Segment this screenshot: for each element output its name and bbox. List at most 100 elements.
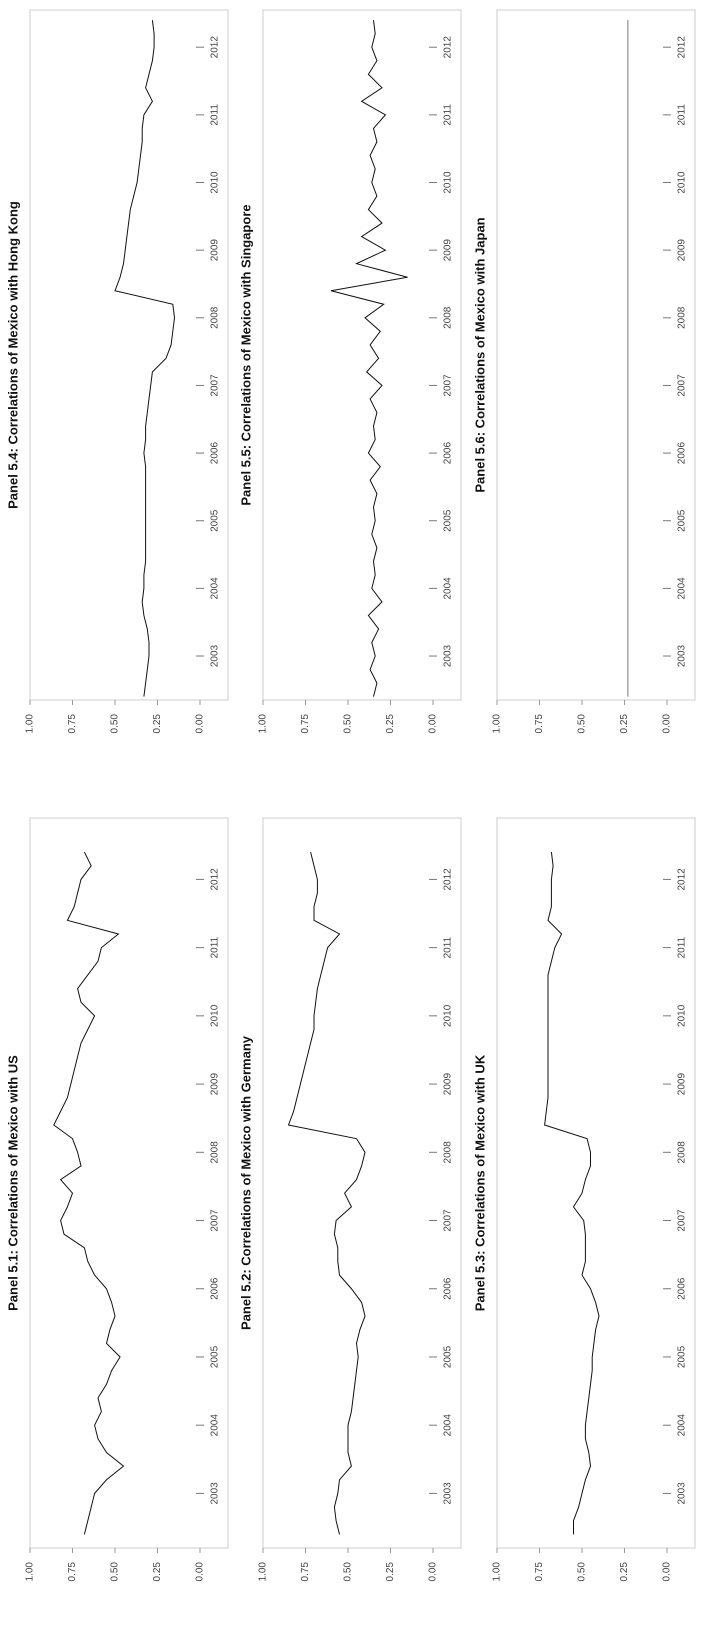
x-tick-label: 2009	[443, 239, 454, 262]
x-tick-label: 2005	[210, 509, 221, 532]
data-line	[544, 852, 600, 1535]
data-line	[53, 851, 125, 1535]
x-tick-label: 2012	[677, 868, 688, 891]
x-tick-label: 2011	[210, 104, 221, 126]
panel-title: Panel 5.4: Correlations of Mexico with H…	[5, 201, 20, 509]
x-tick-label: 2006	[210, 1277, 221, 1300]
x-tick-label: 2004	[210, 577, 221, 600]
y-tick-label: 1.00	[492, 1562, 503, 1582]
panel: Panel 5.1: Correlations of Mexico with U…	[5, 817, 229, 1582]
x-tick-label: 2005	[677, 1345, 688, 1368]
x-tick-label: 2003	[677, 1482, 688, 1505]
x-tick-label: 2004	[677, 577, 688, 600]
x-tick-label: 2012	[443, 36, 454, 59]
y-tick-label: 1.00	[258, 714, 269, 734]
x-tick-label: 2005	[677, 509, 688, 532]
x-tick-label: 2011	[677, 104, 688, 126]
x-tick-label: 2003	[443, 644, 454, 667]
x-tick-label: 2008	[677, 306, 688, 329]
x-tick-label: 2009	[677, 239, 688, 262]
y-tick-label: 1.00	[25, 1562, 36, 1582]
y-tick-label: 0.00	[195, 714, 206, 734]
x-tick-label: 2004	[443, 1414, 454, 1437]
x-tick-label: 2005	[210, 1345, 221, 1368]
x-tick-label: 2011	[443, 104, 454, 126]
y-tick-label: 0.75	[300, 714, 311, 734]
x-tick-label: 2009	[443, 1073, 454, 1096]
y-tick-label: 0.00	[195, 1562, 206, 1582]
plot-frame	[262, 817, 462, 1549]
y-tick-label: 0.00	[428, 714, 439, 734]
plot-frame	[29, 817, 229, 1549]
x-tick-label: 2011	[677, 936, 688, 958]
x-tick-label: 2007	[210, 374, 221, 397]
y-tick-label: 0.50	[343, 714, 354, 734]
x-tick-label: 2003	[210, 644, 221, 667]
x-tick-label: 2003	[210, 1482, 221, 1505]
x-tick-label: 2004	[210, 1414, 221, 1437]
y-tick-label: 0.50	[577, 714, 588, 734]
plot-frame	[29, 9, 229, 701]
y-tick-label: 1.00	[258, 1562, 269, 1582]
y-tick-label: 0.00	[662, 1562, 673, 1582]
x-tick-label: 2005	[443, 1345, 454, 1368]
y-tick-label: 0.25	[385, 1562, 396, 1582]
y-tick-label: 0.50	[577, 1562, 588, 1582]
x-tick-label: 2012	[443, 868, 454, 891]
x-tick-label: 2003	[677, 644, 688, 667]
x-tick-label: 2010	[210, 171, 221, 194]
x-tick-label: 2007	[210, 1209, 221, 1232]
data-line	[330, 20, 408, 697]
y-tick-label: 0.25	[619, 714, 630, 734]
x-tick-label: 2006	[677, 442, 688, 465]
x-tick-label: 2003	[443, 1482, 454, 1505]
plot-frame	[262, 9, 462, 701]
y-tick-label: 1.00	[492, 714, 503, 734]
y-tick-label: 0.75	[67, 1562, 78, 1582]
x-tick-label: 2007	[677, 1209, 688, 1232]
panel-title: Panel 5.3: Correlations of Mexico with U…	[472, 1054, 487, 1311]
y-tick-label: 0.75	[67, 714, 78, 734]
x-tick-label: 2010	[210, 1004, 221, 1027]
x-tick-label: 2007	[443, 374, 454, 397]
data-line	[114, 20, 176, 697]
x-tick-label: 2009	[677, 1073, 688, 1096]
x-tick-label: 2011	[210, 936, 221, 958]
x-tick-label: 2008	[443, 306, 454, 329]
x-tick-label: 2007	[443, 1209, 454, 1232]
y-tick-label: 0.25	[619, 1562, 630, 1582]
y-tick-label: 0.00	[662, 714, 673, 734]
x-tick-label: 2005	[443, 509, 454, 532]
x-tick-label: 2008	[443, 1141, 454, 1164]
x-tick-label: 2010	[443, 171, 454, 194]
y-tick-label: 0.50	[110, 1562, 121, 1582]
x-tick-label: 2004	[443, 577, 454, 600]
y-tick-label: 0.25	[385, 714, 396, 734]
x-tick-label: 2009	[210, 1073, 221, 1096]
panel: Panel 5.2: Correlations of Mexico with G…	[238, 817, 462, 1582]
x-tick-label: 2011	[443, 936, 454, 958]
x-tick-label: 2012	[210, 36, 221, 59]
panel-title: Panel 5.1: Correlations of Mexico with U…	[5, 1055, 20, 1311]
x-tick-label: 2010	[677, 1004, 688, 1027]
data-line	[287, 851, 366, 1535]
y-tick-label: 0.75	[534, 1562, 545, 1582]
x-tick-label: 2006	[210, 442, 221, 465]
y-tick-label: 0.00	[428, 1562, 439, 1582]
x-tick-label: 2007	[677, 374, 688, 397]
y-tick-label: 0.50	[343, 1562, 354, 1582]
y-tick-label: 0.25	[152, 1562, 163, 1582]
x-tick-label: 2006	[443, 442, 454, 465]
y-tick-label: 1.00	[25, 714, 36, 734]
x-tick-label: 2008	[677, 1141, 688, 1164]
panel: Panel 5.4: Correlations of Mexico with H…	[5, 9, 229, 734]
x-tick-label: 2009	[210, 239, 221, 262]
x-tick-label: 2012	[677, 36, 688, 59]
x-tick-label: 2008	[210, 306, 221, 329]
x-tick-label: 2006	[443, 1277, 454, 1300]
y-tick-label: 0.25	[152, 714, 163, 734]
panel: Panel 5.5: Correlations of Mexico with S…	[238, 9, 462, 734]
panel: Panel 5.6: Correlations of Mexico with J…	[472, 9, 696, 734]
plot-frame	[496, 817, 696, 1549]
